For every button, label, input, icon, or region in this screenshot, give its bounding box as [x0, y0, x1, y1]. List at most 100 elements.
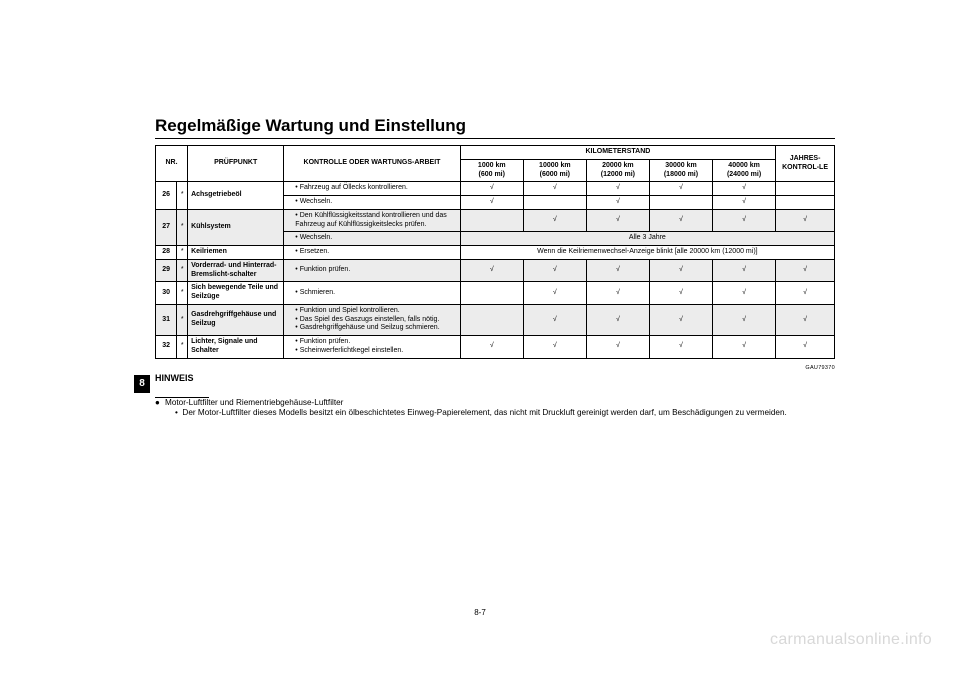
- cell-tick: √: [523, 209, 586, 232]
- table-row: 29 * Vorderrad- und Hinterrad-Bremslicht…: [156, 259, 835, 282]
- cell-nr: 32: [156, 336, 177, 359]
- table-row: 27 * Kühlsystem Den Kühlflüssigkeitsstan…: [156, 209, 835, 232]
- cell-tick: [460, 282, 523, 305]
- cell-span: Alle 3 Jahre: [460, 232, 834, 246]
- cell-tick: √: [649, 209, 712, 232]
- page-number: 8-7: [0, 608, 960, 617]
- table-row: 30 * Sich bewegende Teile und Seilzüge S…: [156, 282, 835, 305]
- th-kontrolle: KONTROLLE ODER WARTUNGS-ARBEIT: [284, 146, 460, 182]
- cell-tick: √: [523, 336, 586, 359]
- cell-pruefpunkt: Keilriemen: [188, 246, 284, 260]
- cell-pruefpunkt: Gasdrehgriffgehäuse und Seilzug: [188, 304, 284, 335]
- title-rule: [155, 138, 835, 139]
- th-km1: 1000 km(600 mi): [460, 159, 523, 182]
- th-pruefpunkt: PRÜFPUNKT: [188, 146, 284, 182]
- th-km3: 20000 km(12000 mi): [586, 159, 649, 182]
- reference-code: GAU79370: [155, 365, 835, 371]
- cell-kontrolle: Wechseln.: [284, 196, 460, 210]
- cell-tick: √: [649, 304, 712, 335]
- cell-nr: 28: [156, 246, 177, 260]
- cell-nr: 26: [156, 182, 177, 210]
- th-km2: 10000 km(6000 mi): [523, 159, 586, 182]
- cell-tick: [523, 196, 586, 210]
- cell-jk: √: [776, 282, 835, 305]
- cell-tick: √: [649, 182, 712, 196]
- cell-star: *: [177, 259, 188, 282]
- cell-pruefpunkt: Vorderrad- und Hinterrad-Bremslicht-scha…: [188, 259, 284, 282]
- cell-jk: [776, 182, 835, 196]
- page-content: Regelmäßige Wartung und Einstellung NR. …: [155, 116, 835, 418]
- hinweis-section: HINWEIS ●Motor-Luftfilter und Riementrie…: [155, 373, 835, 419]
- cell-tick: √: [460, 259, 523, 282]
- table-row: 31 * Gasdrehgriffgehäuse und Seilzug Fun…: [156, 304, 835, 335]
- cell-kontrolle: Fahrzeug auf Öllecks kontrollieren.: [284, 182, 460, 196]
- maintenance-table: NR. PRÜFPUNKT KONTROLLE ODER WARTUNGS-AR…: [155, 145, 835, 359]
- th-km5: 40000 km(24000 mi): [713, 159, 776, 182]
- cell-tick: √: [523, 259, 586, 282]
- watermark: carmanualsonline.info: [770, 631, 932, 649]
- cell-tick: √: [713, 282, 776, 305]
- cell-tick: √: [713, 209, 776, 232]
- cell-span: Wenn die Keilriemenwechsel-Anzeige blink…: [460, 246, 834, 260]
- cell-kontrolle: Funktion prüfen. Scheinwerferlichtkegel …: [284, 336, 460, 359]
- cell-tick: √: [649, 259, 712, 282]
- cell-jk: √: [776, 304, 835, 335]
- cell-jk: √: [776, 209, 835, 232]
- cell-kontrolle: Schmieren.: [284, 282, 460, 305]
- th-nr: NR.: [156, 146, 188, 182]
- cell-jk: √: [776, 259, 835, 282]
- cell-kontrolle: Funktion und Spiel kontrollieren. Das Sp…: [284, 304, 460, 335]
- page-title: Regelmäßige Wartung und Einstellung: [155, 116, 835, 136]
- cell-tick: √: [523, 282, 586, 305]
- cell-tick: [649, 196, 712, 210]
- cell-nr: 30: [156, 282, 177, 305]
- cell-star: *: [177, 304, 188, 335]
- section-tab: 8: [134, 375, 150, 393]
- hinweis-line: ●Motor-Luftfilter und Riementriebgehäuse…: [155, 398, 835, 408]
- cell-tick: √: [713, 304, 776, 335]
- hinweis-line: • Der Motor-Luftfilter dieses Modells be…: [155, 408, 835, 418]
- cell-nr: 31: [156, 304, 177, 335]
- cell-tick: √: [713, 259, 776, 282]
- cell-tick: √: [586, 336, 649, 359]
- cell-tick: √: [460, 182, 523, 196]
- cell-kontrolle: Funktion prüfen.: [284, 259, 460, 282]
- cell-tick: √: [523, 182, 586, 196]
- cell-star: *: [177, 336, 188, 359]
- cell-tick: √: [713, 182, 776, 196]
- cell-kontrolle: Ersetzen.: [284, 246, 460, 260]
- cell-tick: √: [586, 304, 649, 335]
- cell-tick: √: [586, 259, 649, 282]
- cell-star: *: [177, 182, 188, 210]
- cell-tick: √: [586, 182, 649, 196]
- cell-pruefpunkt: Lichter, Signale und Schalter: [188, 336, 284, 359]
- cell-nr: 29: [156, 259, 177, 282]
- cell-jk: √: [776, 336, 835, 359]
- cell-pruefpunkt: Achsgetriebeöl: [188, 182, 284, 210]
- cell-tick: √: [649, 282, 712, 305]
- cell-jk: [776, 196, 835, 210]
- cell-tick: √: [586, 282, 649, 305]
- cell-tick: √: [460, 196, 523, 210]
- th-km4: 30000 km(18000 mi): [649, 159, 712, 182]
- cell-kontrolle: Den Kühlflüssigkeitsstand kontrollieren …: [284, 209, 460, 232]
- cell-star: *: [177, 209, 188, 245]
- table-row: 28 * Keilriemen Ersetzen. Wenn die Keilr…: [156, 246, 835, 260]
- cell-star: *: [177, 282, 188, 305]
- cell-tick: √: [586, 196, 649, 210]
- cell-pruefpunkt: Sich bewegende Teile und Seilzüge: [188, 282, 284, 305]
- cell-tick: √: [586, 209, 649, 232]
- cell-kontrolle: Wechseln.: [284, 232, 460, 246]
- cell-tick: √: [649, 336, 712, 359]
- hinweis-title: HINWEIS: [155, 373, 835, 383]
- cell-tick: [460, 304, 523, 335]
- cell-tick: [460, 209, 523, 232]
- th-jahres: JAHRES-KONTROL-LE: [776, 146, 835, 182]
- table-row: 32 * Lichter, Signale und Schalter Funkt…: [156, 336, 835, 359]
- table-row: 26 * Achsgetriebeöl Fahrzeug auf Öllecks…: [156, 182, 835, 196]
- cell-star: *: [177, 246, 188, 260]
- cell-tick: √: [713, 336, 776, 359]
- cell-pruefpunkt: Kühlsystem: [188, 209, 284, 245]
- cell-tick: √: [713, 196, 776, 210]
- cell-tick: √: [523, 304, 586, 335]
